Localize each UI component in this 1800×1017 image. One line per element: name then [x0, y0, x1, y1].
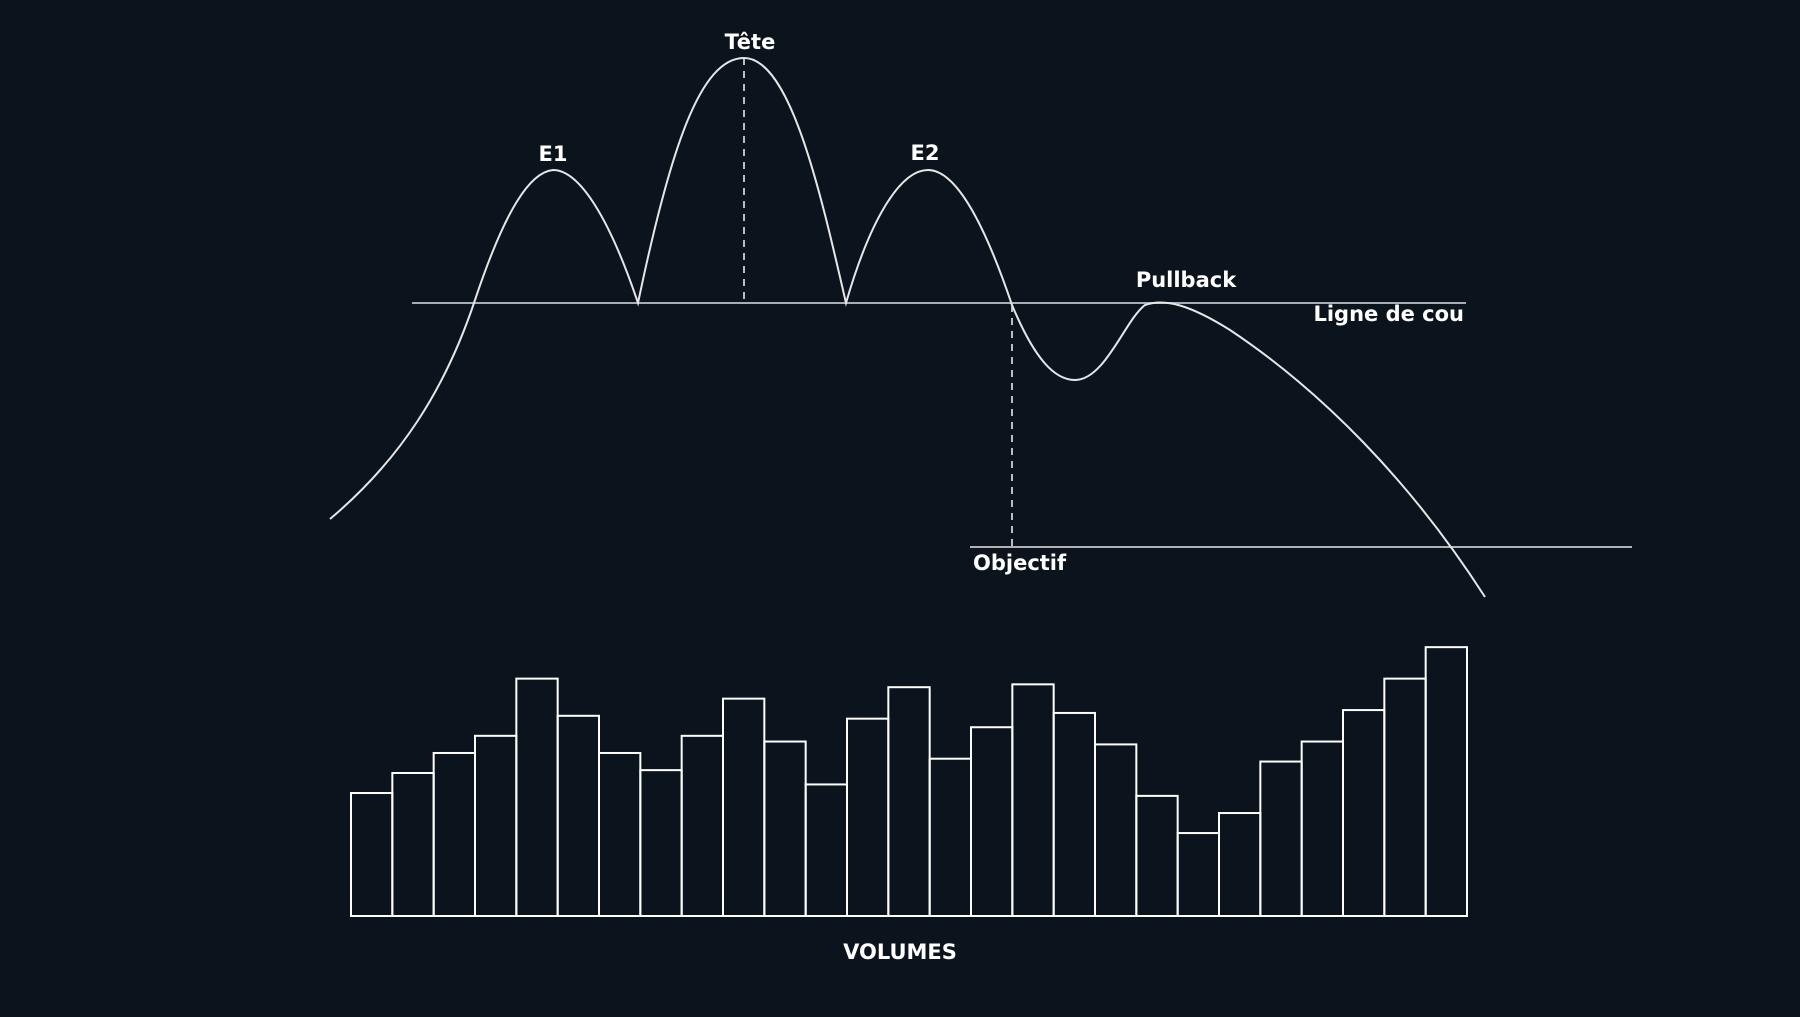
volumes-label: VOLUMES	[843, 940, 957, 964]
pullback-label: Pullback	[1136, 268, 1237, 292]
volume-bar-21	[1176, 832, 1220, 917]
volume-bar-12	[804, 783, 849, 917]
volume-bar-6	[556, 714, 601, 917]
volume-bar-27	[1424, 646, 1468, 917]
left-shoulder-label: E1	[539, 142, 568, 166]
volume-bar-7	[598, 751, 642, 917]
volume-bar-19	[1094, 743, 1138, 918]
volume-bar-25	[1342, 709, 1386, 918]
price-curve	[329, 56, 1486, 598]
volume-bar-5	[515, 677, 559, 917]
volume-bar-10	[722, 697, 766, 918]
volume-bar-2	[391, 772, 435, 917]
target-label: Objectif	[973, 551, 1067, 575]
volume-bar-15	[928, 757, 973, 918]
volume-bar-18	[1052, 711, 1096, 917]
head-label: Tête	[725, 30, 776, 54]
volume-bar-24	[1300, 740, 1344, 917]
volume-bar-3	[432, 751, 476, 917]
volume-bar-16	[970, 726, 1014, 917]
volume-bar-13	[846, 717, 890, 917]
volume-bar-22	[1218, 812, 1262, 917]
volume-bar-11	[763, 740, 807, 917]
volume-bars	[350, 646, 1468, 918]
volume-bar-20	[1135, 794, 1179, 918]
right-shoulder-label: E2	[911, 141, 940, 165]
volume-bar-17	[1011, 683, 1055, 918]
volume-bar-14	[887, 686, 931, 918]
volume-bar-8	[639, 769, 683, 918]
volume-bar-4	[474, 734, 518, 917]
volume-bar-26	[1383, 677, 1427, 917]
neckline-label: Ligne de cou	[1313, 302, 1464, 326]
volume-bar-9	[680, 734, 725, 917]
volume-bar-1	[350, 792, 394, 918]
volume-bar-23	[1259, 760, 1303, 917]
